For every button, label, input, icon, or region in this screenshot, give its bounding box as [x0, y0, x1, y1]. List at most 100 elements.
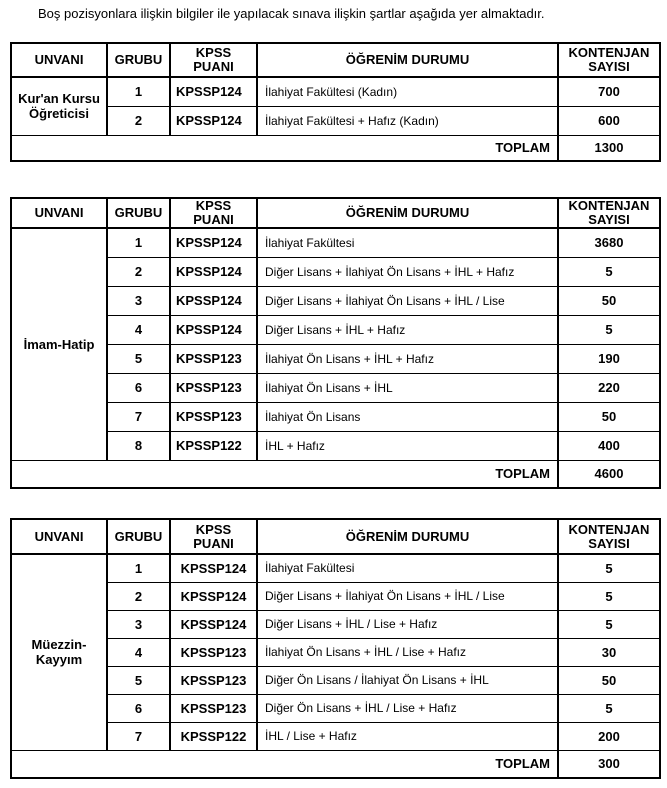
unvani-header: UNVANI [10, 42, 108, 78]
toplam-label-cell: TOPLAM [10, 134, 559, 162]
table-row: Müezzin- Kayyım 1 KPSSP124 İlahiyat Fakü… [10, 553, 661, 751]
ogrenim-cell: Diğer Lisans + İlahiyat Ön Lisans + İHL … [256, 256, 559, 287]
unvani-cell: Müezzin- Kayyım [10, 553, 108, 751]
ogrenim-cell: İlahiyat Ön Lisans + İHL [256, 372, 559, 403]
table-row: 2 KPSSP124 İlahiyat Fakültesi + Hafız (K… [11, 105, 661, 136]
kpss-cell: KPSSP123 [169, 637, 258, 667]
table-row: 2 KPSSP124 Diğer Lisans + İlahiyat Ön Li… [11, 256, 661, 287]
header-row: UNVANI GRUBU KPSS PUANI ÖĞRENİM DURUMU K… [10, 42, 661, 78]
ogrenim-cell: İlahiyat Fakültesi + Hafız (Kadın) [256, 105, 559, 136]
kpss-cell: KPSSP124 [169, 581, 258, 611]
ogrenim-cell: İlahiyat Ön Lisans [256, 401, 559, 432]
toplam-label-cell: TOPLAM [10, 459, 559, 489]
kontenjan-cell: 400 [557, 430, 661, 461]
kontenjan-sayisi-header: KONTENJAN SAYISI [557, 42, 661, 78]
grubu-cell: 5 [106, 343, 171, 374]
kpss-cell: KPSSP124 [169, 285, 258, 316]
table-row: 2 KPSSP124 Diğer Lisans + İlahiyat Ön Li… [11, 581, 661, 611]
kpss-puani-header: KPSS PUANI [169, 197, 258, 229]
kontenjan-cell: 5 [557, 609, 661, 639]
ogrenim-cell: Diğer Lisans + İlahiyat Ön Lisans + İHL … [256, 285, 559, 316]
kpss-puani-header: KPSS PUANI [169, 42, 258, 78]
ogrenim-cell: Diğer Ön Lisans / İlahiyat Ön Lisans + İ… [256, 665, 559, 695]
kpss-cell: KPSSP122 [169, 430, 258, 461]
grubu-cell: 6 [106, 372, 171, 403]
kpss-cell: KPSSP124 [169, 227, 258, 258]
kpss-cell: KPSSP123 [169, 401, 258, 432]
table-row: 5 KPSSP123 İlahiyat Ön Lisans + İHL + Ha… [11, 343, 661, 374]
grubu-cell: 7 [106, 721, 171, 751]
toplam-value-cell: 300 [557, 749, 661, 779]
grubu-header: GRUBU [106, 197, 171, 229]
ogrenim-cell: Diğer Lisans + İHL + Hafız [256, 314, 559, 345]
kontenjan-cell: 50 [557, 665, 661, 695]
kontenjan-cell: 3680 [557, 227, 661, 258]
table-row: 3 KPSSP124 Diğer Lisans + İHL / Lise + H… [11, 609, 661, 639]
kpss-cell: KPSSP122 [169, 721, 258, 751]
toplam-row: TOPLAM 1300 [10, 134, 661, 162]
unvani-cell: İmam-Hatip [10, 227, 108, 461]
ogrenim-cell: İlahiyat Ön Lisans + İHL + Hafız [256, 343, 559, 374]
table-row: 8 KPSSP122 İHL + Hafız 400 [11, 430, 661, 461]
intro-text: Boş pozisyonlara ilişkin bilgiler ile ya… [38, 6, 545, 21]
grubu-cell: 3 [106, 285, 171, 316]
kontenjan-cell: 700 [557, 76, 661, 107]
kpss-cell: KPSSP123 [169, 343, 258, 374]
kpss-cell: KPSSP124 [169, 314, 258, 345]
ogrenim-durumu-header: ÖĞRENİM DURUMU [256, 42, 559, 78]
kontenjan-cell: 30 [557, 637, 661, 667]
grubu-cell: 1 [106, 227, 171, 258]
unvani-header: UNVANI [10, 197, 108, 229]
kpss-puani-header: KPSS PUANI [169, 518, 258, 555]
muezzin-kayyim-table: UNVANI GRUBU KPSS PUANI ÖĞRENİM DURUMU K… [10, 518, 661, 779]
toplam-row: TOPLAM 300 [10, 749, 661, 779]
ogrenim-cell: Diğer Ön Lisans + İHL / Lise + Hafız [256, 693, 559, 723]
table-row: Kur'an Kursu Öğreticisi 1 KPSSP124 İlahi… [10, 76, 661, 136]
table-row: 4 KPSSP123 İlahiyat Ön Lisans + İHL / Li… [11, 637, 661, 667]
ogrenim-cell: İlahiyat Fakültesi (Kadın) [256, 76, 559, 107]
kontenjan-cell: 220 [557, 372, 661, 403]
table-row: İmam-Hatip 1 KPSSP124 İlahiyat Fakültesi… [10, 227, 661, 461]
grubu-cell: 2 [106, 105, 171, 136]
unvani-header: UNVANI [10, 518, 108, 555]
kontenjan-cell: 5 [557, 314, 661, 345]
kontenjan-cell: 5 [557, 553, 661, 583]
grubu-cell: 6 [106, 693, 171, 723]
kpss-cell: KPSSP124 [169, 76, 258, 107]
toplam-value-cell: 4600 [557, 459, 661, 489]
ogrenim-cell: İlahiyat Ön Lisans + İHL / Lise + Hafız [256, 637, 559, 667]
ogrenim-cell: İlahiyat Fakültesi [256, 553, 559, 583]
toplam-row: TOPLAM 4600 [10, 459, 661, 489]
grubu-cell: 8 [106, 430, 171, 461]
kontenjan-cell: 50 [557, 401, 661, 432]
kontenjan-cell: 190 [557, 343, 661, 374]
ogrenim-cell: Diğer Lisans + İHL / Lise + Hafız [256, 609, 559, 639]
grubu-cell: 5 [106, 665, 171, 695]
table-row: 7 KPSSP123 İlahiyat Ön Lisans 50 [11, 401, 661, 432]
grubu-header: GRUBU [106, 42, 171, 78]
table-row: 3 KPSSP124 Diğer Lisans + İlahiyat Ön Li… [11, 285, 661, 316]
ogrenim-durumu-header: ÖĞRENİM DURUMU [256, 197, 559, 229]
ogrenim-cell: İlahiyat Fakültesi [256, 227, 559, 258]
toplam-label-cell: TOPLAM [10, 749, 559, 779]
ogrenim-durumu-header: ÖĞRENİM DURUMU [256, 518, 559, 555]
ogrenim-cell: İHL / Lise + Hafız [256, 721, 559, 751]
kpss-cell: KPSSP124 [169, 256, 258, 287]
kpss-cell: KPSSP124 [169, 553, 258, 583]
table-row: 7 KPSSP122 İHL / Lise + Hafız 200 [11, 721, 661, 751]
table-row: 5 KPSSP123 Diğer Ön Lisans / İlahiyat Ön… [11, 665, 661, 695]
header-row: UNVANI GRUBU KPSS PUANI ÖĞRENİM DURUMU K… [10, 197, 661, 229]
grubu-cell: 7 [106, 401, 171, 432]
kontenjan-cell: 200 [557, 721, 661, 751]
header-row: UNVANI GRUBU KPSS PUANI ÖĞRENİM DURUMU K… [10, 518, 661, 555]
grubu-cell: 2 [106, 581, 171, 611]
kontenjan-cell: 5 [557, 581, 661, 611]
table-row: 4 KPSSP124 Diğer Lisans + İHL + Hafız 5 [11, 314, 661, 345]
grubu-cell: 4 [106, 637, 171, 667]
kpss-cell: KPSSP123 [169, 372, 258, 403]
imam-hatip-table: UNVANI GRUBU KPSS PUANI ÖĞRENİM DURUMU K… [10, 197, 661, 489]
ogrenim-cell: İHL + Hafız [256, 430, 559, 461]
table-row: 6 KPSSP123 Diğer Ön Lisans + İHL / Lise … [11, 693, 661, 723]
kpss-cell: KPSSP124 [169, 105, 258, 136]
toplam-value-cell: 1300 [557, 134, 661, 162]
